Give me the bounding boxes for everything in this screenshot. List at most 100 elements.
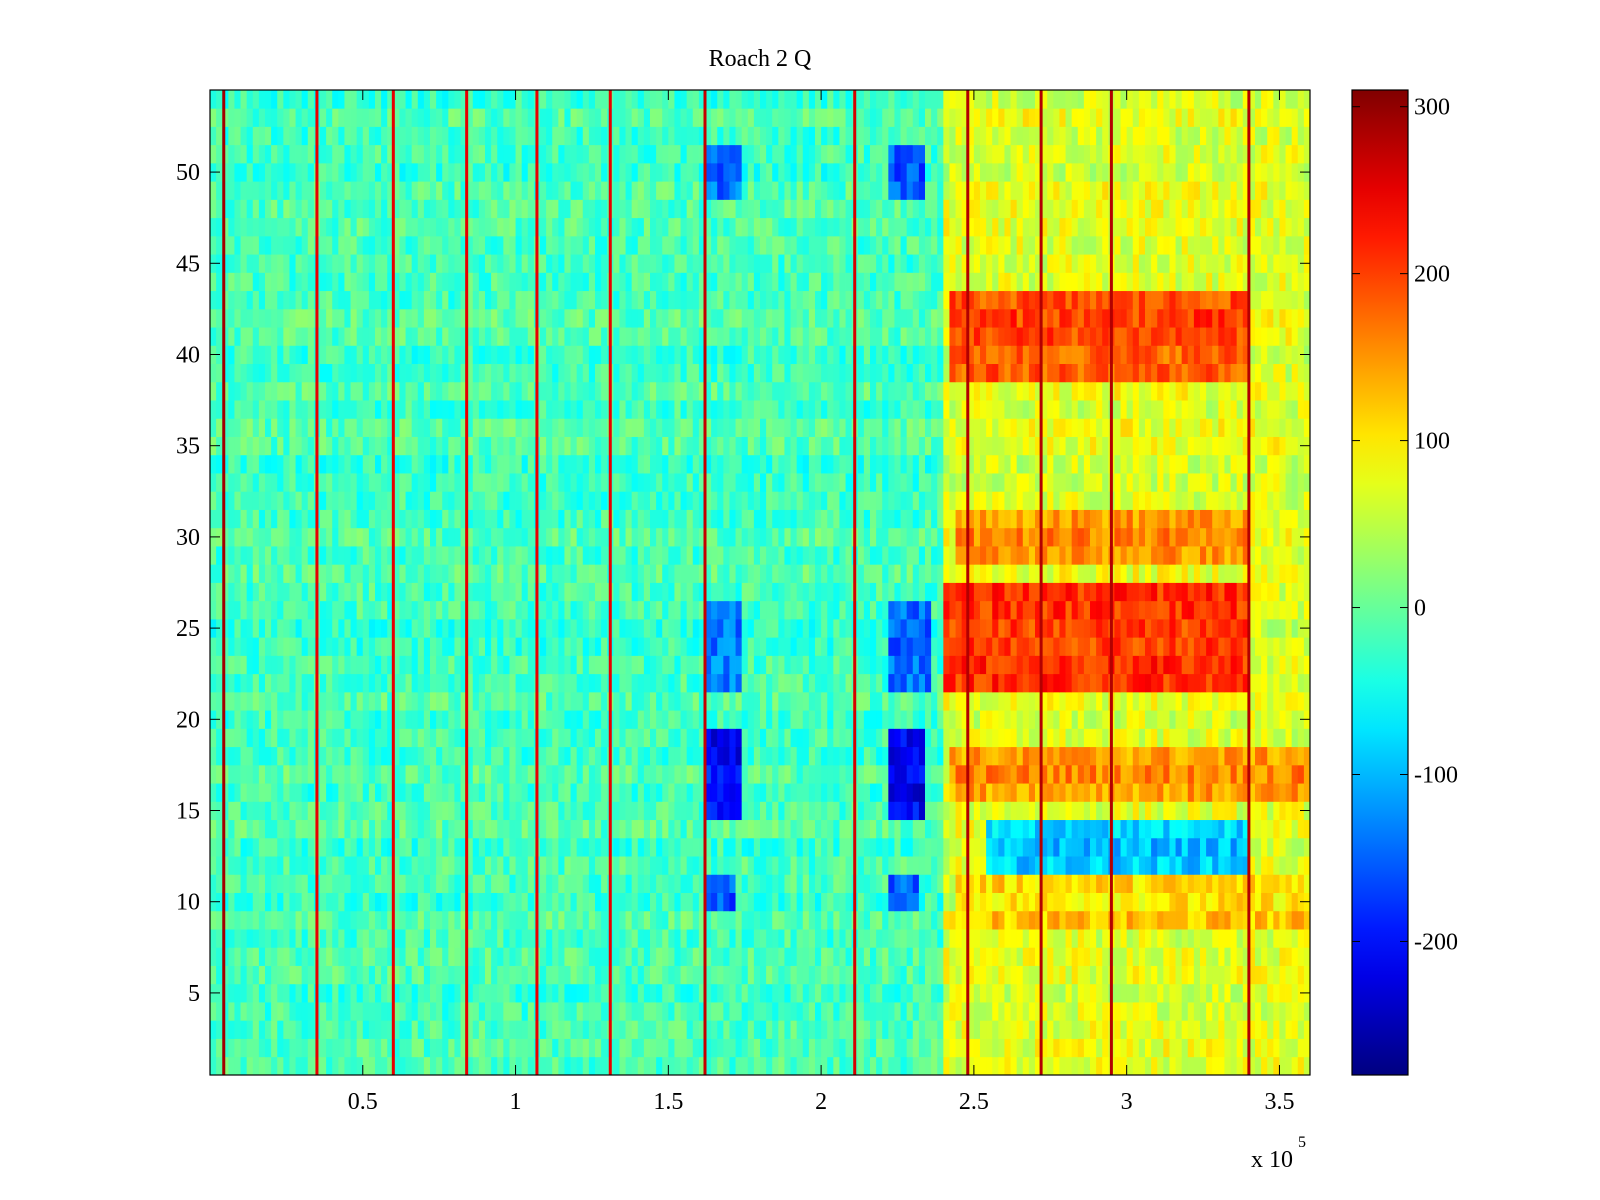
heatmap-cell <box>827 929 834 948</box>
heatmap-cell <box>986 1038 993 1058</box>
heatmap-cell <box>1090 637 1097 656</box>
heatmap-cell <box>906 892 914 912</box>
heatmap-cell <box>1291 874 1299 893</box>
heatmap-cell <box>980 691 987 711</box>
heatmap-cell <box>1145 947 1152 966</box>
heatmap-cell <box>741 947 749 966</box>
heatmap-cell <box>992 655 999 675</box>
heatmap-cell <box>1242 618 1250 638</box>
heatmap-cell <box>998 819 1005 839</box>
heatmap-cell <box>540 1002 547 1021</box>
heatmap-cell <box>1285 746 1293 766</box>
heatmap-cell <box>460 783 468 802</box>
heatmap-cell <box>1212 856 1219 875</box>
heatmap-cell <box>870 892 877 912</box>
heatmap-cell <box>387 673 394 693</box>
heatmap-cell <box>472 856 480 875</box>
heatmap-cell <box>1157 965 1164 985</box>
heatmap-cell <box>1102 819 1109 839</box>
heatmap-cell <box>931 637 938 656</box>
heatmap-cell <box>1035 874 1042 893</box>
heatmap-cell <box>650 600 657 620</box>
heatmap-cell <box>576 837 584 857</box>
heatmap-cell <box>503 910 510 930</box>
heatmap-cell <box>961 1038 969 1058</box>
heatmap-cell <box>448 819 455 839</box>
heatmap-cell <box>1114 710 1121 729</box>
heatmap-cell <box>613 1056 620 1075</box>
heatmap-cell <box>595 819 602 839</box>
heatmap-cell <box>906 710 914 729</box>
heatmap-cell <box>766 947 773 966</box>
heatmap-cell <box>1120 710 1128 729</box>
heatmap-cell <box>595 582 602 602</box>
heatmap-cell <box>894 892 901 912</box>
heatmap-cell <box>698 600 706 620</box>
heatmap-cell <box>613 983 620 1003</box>
heatmap-cell <box>753 874 761 893</box>
heatmap-cell <box>393 655 400 675</box>
heatmap-cell <box>240 655 248 675</box>
heatmap-cell <box>772 837 779 857</box>
heatmap-cell <box>1230 929 1238 948</box>
heatmap-cell <box>1041 892 1048 912</box>
heatmap-cell <box>368 819 376 839</box>
heatmap-cell <box>827 618 834 638</box>
heatmap-cell <box>790 618 798 638</box>
heatmap-cell <box>705 691 712 711</box>
heatmap-cell <box>503 1002 510 1021</box>
heatmap-cell <box>1303 764 1310 784</box>
heatmap-cell <box>277 600 284 620</box>
heatmap-cell <box>509 856 516 875</box>
heatmap-cell <box>582 947 590 966</box>
heatmap-cell <box>1096 655 1103 675</box>
heatmap-cell <box>870 947 877 966</box>
heatmap-cell <box>741 1056 749 1075</box>
heatmap-cell <box>815 764 822 784</box>
heatmap-cell <box>1267 801 1274 821</box>
heatmap-cell <box>1218 673 1225 693</box>
heatmap-cell <box>222 655 229 675</box>
heatmap-cell <box>552 637 559 656</box>
heatmap-cell <box>387 1020 394 1039</box>
heatmap-cell <box>350 965 358 985</box>
heatmap-cell <box>1297 819 1305 839</box>
heatmap-cell <box>1102 655 1109 675</box>
heatmap-cell <box>252 691 260 711</box>
heatmap-cell <box>338 582 345 602</box>
heatmap-cell <box>246 947 254 966</box>
heatmap-cell <box>1279 929 1286 948</box>
heatmap-cell <box>332 564 339 583</box>
heatmap-cell <box>1297 947 1305 966</box>
heatmap-cell <box>1151 691 1158 711</box>
heatmap-cell <box>796 1020 804 1039</box>
heatmap-cell <box>943 1038 950 1058</box>
heatmap-cell <box>888 746 895 766</box>
heatmap-cell <box>399 710 406 729</box>
heatmap-cell <box>1041 746 1048 766</box>
heatmap-cell <box>216 837 223 857</box>
heatmap-cell <box>601 637 608 656</box>
heatmap-cell <box>423 746 431 766</box>
heatmap-cell <box>717 929 724 948</box>
heatmap-cell <box>1035 910 1042 930</box>
heatmap-cell <box>973 819 981 839</box>
heatmap-cell <box>1065 947 1073 966</box>
heatmap-cell <box>1193 637 1201 656</box>
heatmap-cell <box>643 710 651 729</box>
heatmap-cell <box>423 965 431 985</box>
heatmap-cell <box>766 600 773 620</box>
heatmap-cell <box>1047 965 1054 985</box>
heatmap-cell <box>900 564 908 583</box>
heatmap-cell <box>277 1038 284 1058</box>
heatmap-cell <box>937 728 944 748</box>
heatmap-cell <box>784 746 791 766</box>
heatmap-cell <box>1236 947 1244 966</box>
heatmap-cell <box>283 1020 290 1039</box>
heatmap-cell <box>931 819 938 839</box>
heatmap-cell <box>320 819 327 839</box>
heatmap-cell <box>222 691 229 711</box>
heatmap-cell <box>1010 1056 1018 1075</box>
heatmap-cell <box>808 728 816 748</box>
heatmap-cell <box>894 637 901 656</box>
